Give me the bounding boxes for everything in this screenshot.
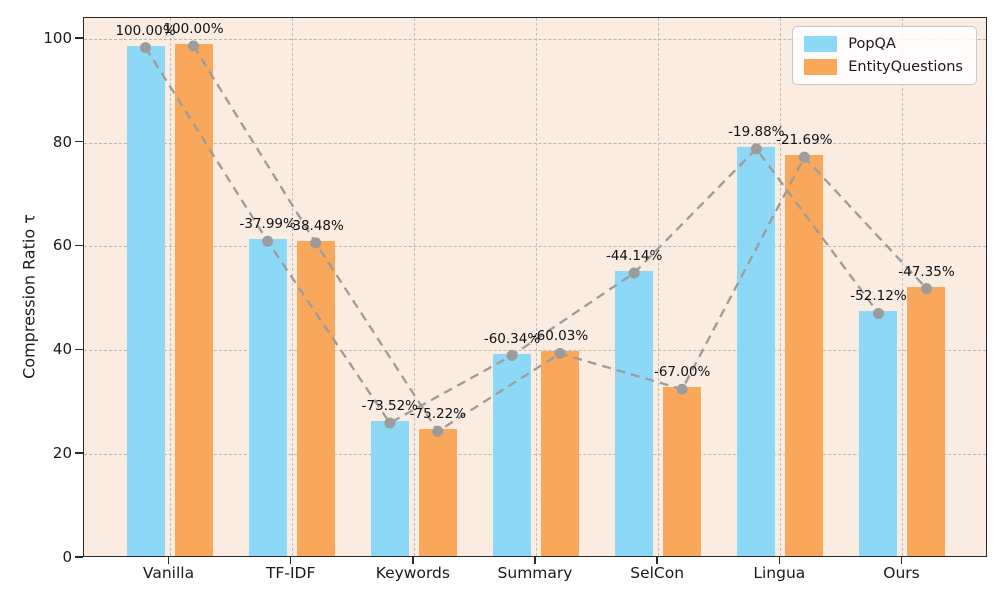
- bar-entityquestions-tf-idf: [296, 240, 335, 556]
- y-tick-label-80: 80: [52, 132, 72, 151]
- y-tick-label-20: 20: [52, 444, 72, 463]
- bar-entityquestions-ours: [907, 286, 946, 556]
- x-tick-label-vanilla: Vanilla: [142, 564, 195, 582]
- bar-popqa-summary: [493, 353, 531, 556]
- bar-entityquestions-vanilla: [174, 44, 213, 556]
- y-tick-label-40: 40: [52, 340, 72, 359]
- bar-entityquestions-keywords: [418, 429, 457, 556]
- x-tick-label-tf-idf: TF-IDF: [265, 564, 316, 582]
- x-tick-mark-tf-idf: [289, 556, 292, 564]
- h-gridline-80: [84, 142, 986, 144]
- bar-popqa-ours: [859, 311, 898, 556]
- bar-entityquestions-summary: [541, 351, 579, 556]
- annotation-entityquestions-lingua: -21.69%: [776, 132, 833, 149]
- plot-area: 100.00% -37.99% -73.52% -60.34% -44.14% -19.8…: [83, 17, 987, 557]
- h-gridline-60: [84, 246, 986, 248]
- v-gridline-vanilla: [169, 18, 171, 556]
- annotation-entityquestions-selcon: -67.00%: [653, 364, 711, 381]
- y-axis-label: Compression Ratio τ: [19, 214, 39, 379]
- bar-popqa-selcon: [615, 270, 654, 556]
- annotation-entityquestions-tf-idf: -38.48%: [287, 217, 344, 234]
- v-gridline-keywords: [413, 18, 415, 556]
- legend: PopQA EntityQuestions: [792, 26, 977, 85]
- bar-entityquestions-selcon: [663, 387, 702, 556]
- annotation-entityquestions-keywords: -75.22%: [409, 406, 467, 423]
- y-tick-label-100: 100: [43, 28, 72, 47]
- legend-swatch-entityquestions: [804, 59, 838, 75]
- x-tick-label-keywords: Keywords: [375, 564, 450, 582]
- legend-swatch-popqa: [804, 36, 838, 52]
- bar-entityquestions-lingua: [785, 155, 824, 556]
- legend-item-entityquestions: EntityQuestions: [804, 59, 963, 75]
- x-tick-mark-lingua: [778, 556, 781, 564]
- annotation-popqa-selcon: -44.14%: [605, 247, 663, 264]
- x-tick-mark-summary: [534, 556, 536, 564]
- v-gridline-tf-idf: [291, 18, 293, 556]
- bar-popqa-keywords: [370, 421, 409, 556]
- annotation-popqa-ours: -52.12%: [850, 288, 907, 305]
- annotation-popqa-vanilla: 100.00%: [115, 22, 176, 39]
- legend-label-entityquestions: EntityQuestions: [848, 59, 963, 75]
- y-tick-label-0: 0: [62, 548, 72, 566]
- v-gridline-ours: [902, 18, 904, 556]
- h-gridline-100: [84, 38, 986, 40]
- bar-popqa-vanilla: [126, 45, 165, 556]
- x-tick-label-selcon: SelCon: [630, 564, 685, 582]
- h-gridline-20: [84, 454, 986, 456]
- annotation-entityquestions-summary: -60.03%: [531, 328, 589, 345]
- bar-popqa-tf-idf: [248, 239, 287, 556]
- y-tick-mark-0: [75, 556, 83, 558]
- legend-item-popqa: PopQA: [804, 36, 963, 52]
- y-tick-mark-60: [75, 244, 83, 247]
- v-gridline-summary: [536, 18, 537, 556]
- annotation-entityquestions-ours: -47.35%: [898, 263, 955, 280]
- bar-popqa-lingua: [737, 146, 776, 556]
- y-tick-label-60: 60: [52, 236, 72, 255]
- x-tick-mark-selcon: [656, 556, 658, 564]
- v-gridline-lingua: [780, 18, 782, 556]
- x-tick-label-lingua: Lingua: [753, 564, 806, 582]
- x-tick-mark-ours: [900, 556, 903, 564]
- h-gridline-40: [84, 350, 986, 352]
- y-tick-mark-100: [75, 37, 83, 39]
- x-tick-label-ours: Ours: [883, 564, 920, 582]
- y-tick-mark-20: [75, 452, 83, 454]
- x-tick-label-summary: Summary: [497, 564, 573, 582]
- y-tick-mark-80: [75, 140, 83, 143]
- y-tick-mark-40: [75, 348, 83, 351]
- annotation-entityquestions-vanilla: 100.00%: [163, 21, 224, 38]
- v-gridline-selcon: [658, 18, 660, 556]
- legend-label-popqa: PopQA: [848, 36, 896, 52]
- x-tick-mark-vanilla: [167, 556, 170, 564]
- x-tick-mark-keywords: [412, 556, 414, 564]
